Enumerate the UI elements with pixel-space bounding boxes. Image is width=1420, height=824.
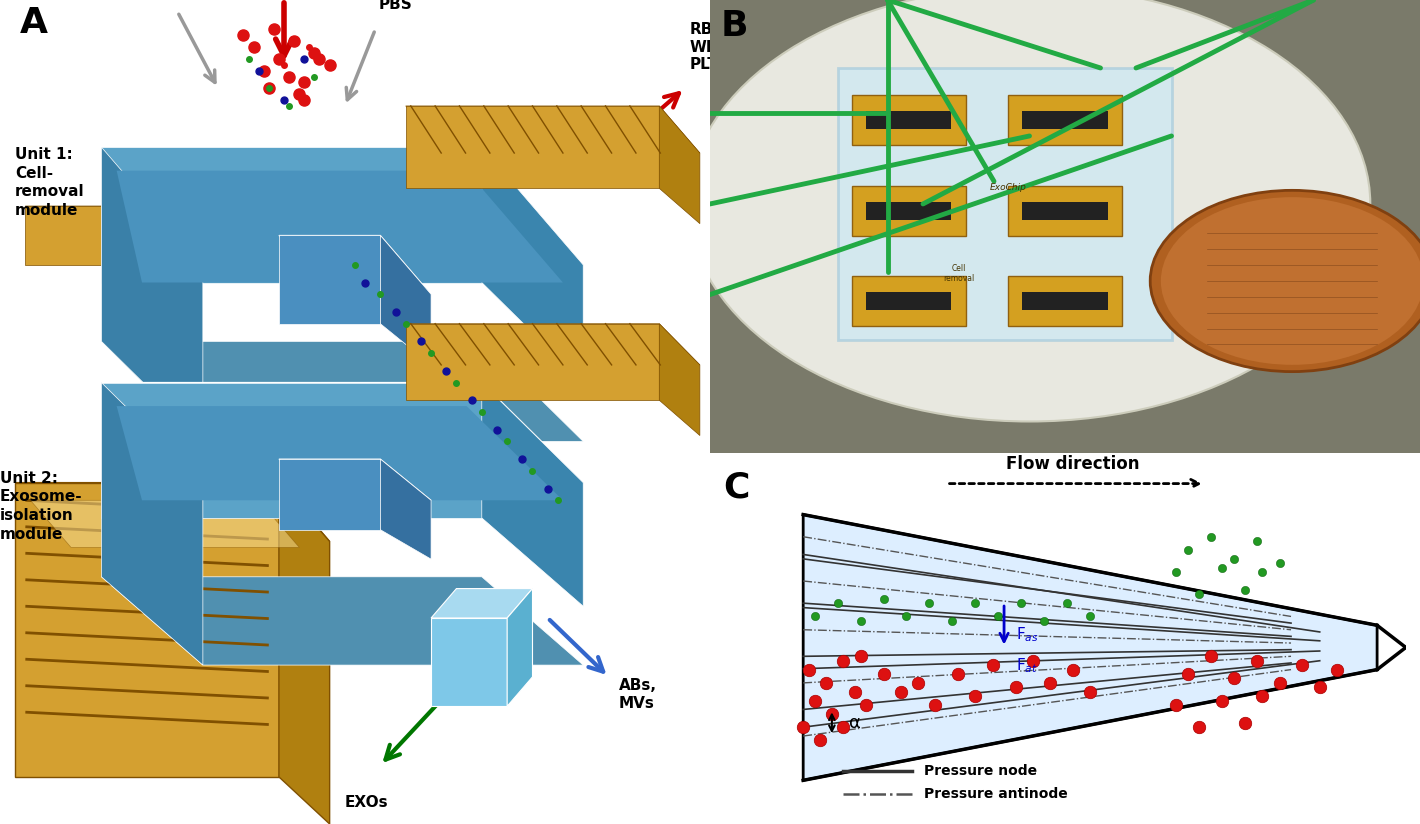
Polygon shape [278, 236, 432, 294]
Polygon shape [278, 236, 381, 324]
Polygon shape [101, 577, 584, 665]
Polygon shape [16, 483, 329, 541]
Bar [866, 111, 951, 129]
Polygon shape [659, 106, 700, 223]
Bar [1008, 277, 1122, 326]
Text: Flow direction: Flow direction [1007, 455, 1140, 472]
Text: Pressure antinode: Pressure antinode [924, 787, 1068, 801]
Text: Unit 2:
Exosome-
isolation
module: Unit 2: Exosome- isolation module [0, 471, 82, 541]
Bar [1022, 202, 1108, 220]
Polygon shape [116, 171, 562, 283]
Polygon shape [101, 382, 584, 483]
Text: PBS: PBS [379, 0, 412, 12]
Polygon shape [381, 236, 432, 365]
Circle shape [1150, 190, 1420, 372]
Text: Cell
removal: Cell removal [943, 264, 974, 283]
Polygon shape [101, 147, 203, 442]
Text: Unit 1:
Cell-
removal
module: Unit 1: Cell- removal module [16, 147, 85, 218]
Bar [1022, 111, 1108, 129]
Circle shape [1162, 197, 1420, 365]
Polygon shape [101, 147, 584, 265]
Polygon shape [481, 382, 584, 606]
Polygon shape [406, 324, 700, 365]
Bar [1022, 293, 1108, 311]
Polygon shape [406, 106, 700, 153]
Polygon shape [278, 459, 432, 500]
Polygon shape [116, 406, 562, 500]
Bar [852, 186, 966, 236]
Polygon shape [101, 147, 481, 283]
Text: EXOs: EXOs [345, 794, 389, 809]
Text: ExoChip: ExoChip [990, 184, 1027, 192]
Polygon shape [278, 459, 381, 530]
Text: α: α [849, 714, 861, 732]
Text: C: C [723, 471, 750, 504]
Polygon shape [406, 324, 659, 400]
Text: F$_{at}$: F$_{at}$ [1015, 656, 1038, 675]
Polygon shape [101, 206, 126, 294]
Text: ABs,
MVs: ABs, MVs [619, 678, 656, 711]
Text: RBCs,
WBCs,
PLTs: RBCs, WBCs, PLTs [690, 22, 744, 72]
Circle shape [689, 0, 1370, 422]
Polygon shape [432, 588, 532, 618]
Text: PBS: PBS [507, 173, 541, 189]
Text: Pressure node: Pressure node [924, 765, 1037, 779]
Bar [866, 293, 951, 311]
Polygon shape [432, 618, 507, 706]
Bar [1008, 186, 1122, 236]
Text: F$_{as}$: F$_{as}$ [1015, 625, 1038, 644]
Polygon shape [481, 147, 584, 382]
Polygon shape [101, 341, 584, 442]
Bar [1008, 96, 1122, 145]
Polygon shape [30, 500, 300, 547]
Bar [852, 96, 966, 145]
Polygon shape [381, 459, 432, 559]
Polygon shape [16, 483, 278, 777]
Polygon shape [406, 106, 659, 189]
Polygon shape [838, 68, 1172, 339]
Polygon shape [278, 483, 329, 824]
Polygon shape [101, 382, 481, 518]
Polygon shape [507, 588, 532, 706]
Polygon shape [804, 514, 1377, 780]
Polygon shape [101, 382, 203, 665]
Text: A: A [20, 6, 48, 40]
Polygon shape [26, 206, 126, 236]
Bar [866, 202, 951, 220]
Bar [852, 277, 966, 326]
Text: B: B [721, 9, 748, 43]
Polygon shape [26, 206, 101, 265]
Polygon shape [659, 324, 700, 436]
